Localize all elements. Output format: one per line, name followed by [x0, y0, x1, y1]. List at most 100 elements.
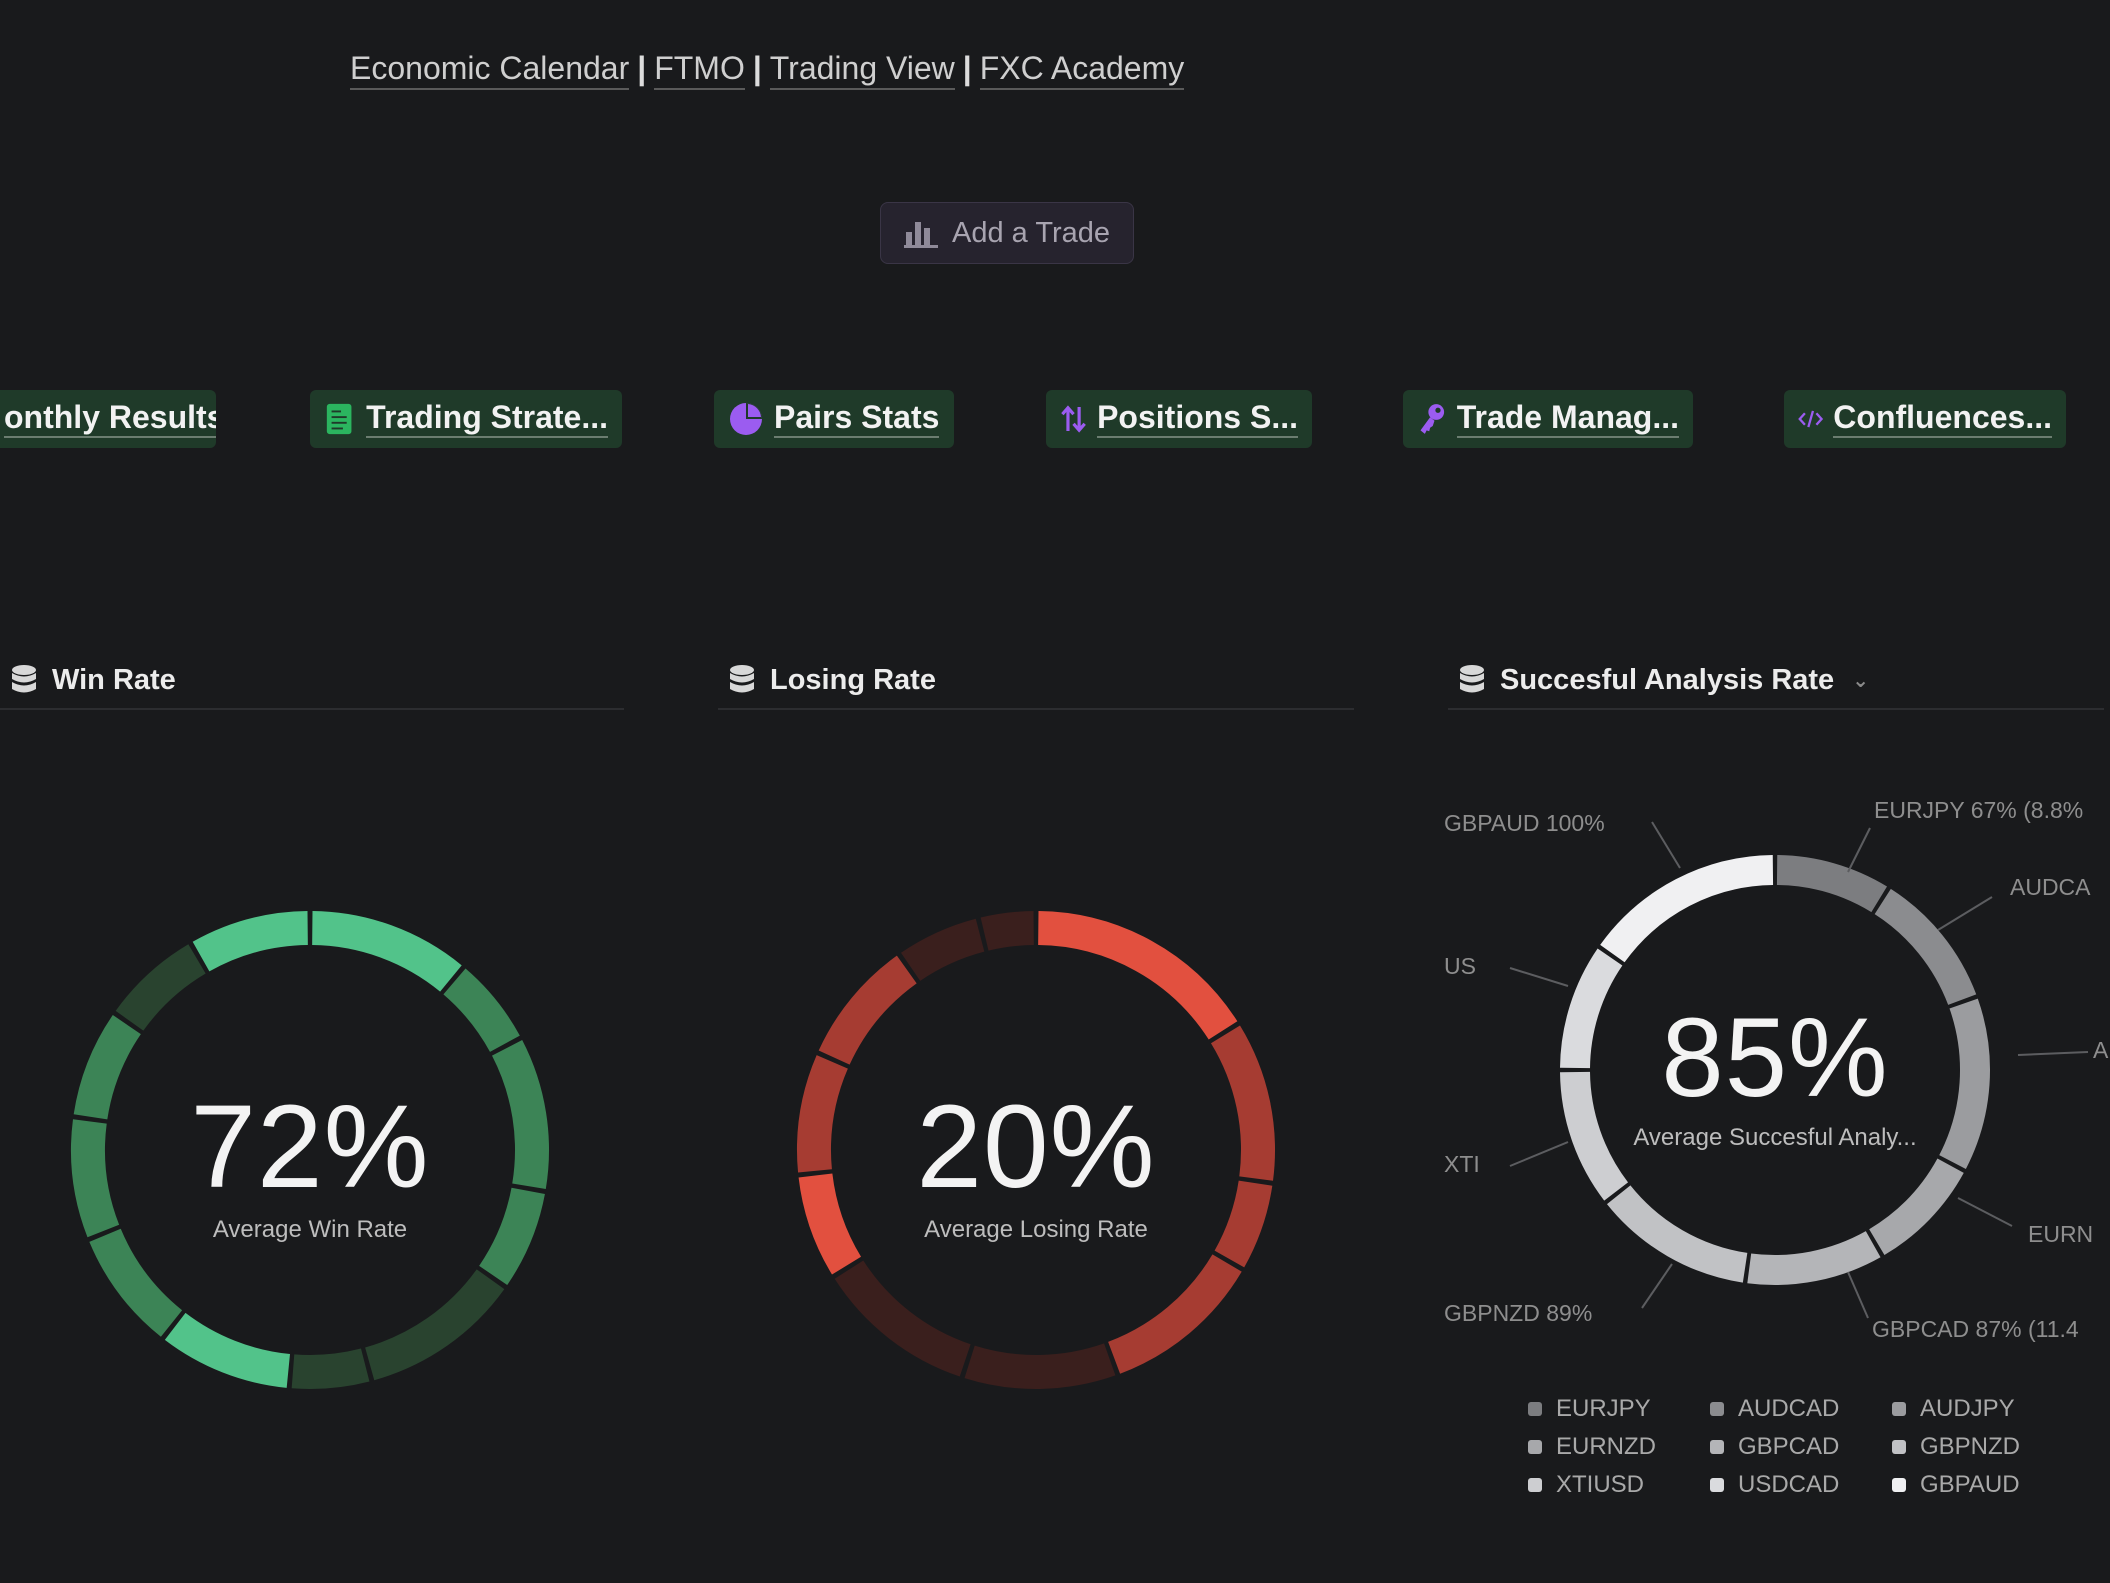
- win-slice: [443, 968, 520, 1053]
- losing-rate-value: 20%: [916, 1081, 1156, 1213]
- win-slice: [89, 1228, 183, 1337]
- legend-label: AUDJPY: [1920, 1395, 2015, 1422]
- legend-item: GBPNZD: [1892, 1433, 2052, 1461]
- analysis-rate-donut: GBPAUD 100% EURJPY 67% (8.8% AUDCA A EURN GBP…: [1444, 797, 2109, 1342]
- legend-item: USDCAD: [1710, 1471, 1892, 1499]
- legend-swatch: [1892, 1402, 1906, 1416]
- legend-item: EURJPY: [1528, 1395, 1710, 1423]
- analysis-rate-center: 85% Average Succesful Analy...: [1580, 1002, 1970, 1152]
- separator: |: [637, 50, 647, 86]
- win-rate-value: 72%: [190, 1081, 430, 1213]
- analysis-rate-subtitle: Average Succesful Analy...: [1633, 1124, 1917, 1151]
- legend-swatch: [1528, 1402, 1542, 1416]
- lose-slice: [1210, 1025, 1275, 1181]
- analysis-rate-chart: GBPAUD 100% EURJPY 67% (8.8% AUDCA A EURN GBP…: [1440, 780, 2110, 1360]
- separator: |: [962, 50, 972, 86]
- analysis-slice: [1560, 1071, 1629, 1201]
- leader-line: [1509, 967, 1569, 987]
- lose-slice: [1214, 1180, 1273, 1268]
- legend-label: EURNZD: [1556, 1433, 1656, 1460]
- slice-label: GBPAUD 100%: [1444, 810, 1605, 836]
- win-rate-header[interactable]: Win Rate: [0, 652, 624, 710]
- legend-swatch: [1892, 1440, 1906, 1454]
- leader-line: [1651, 821, 1681, 869]
- sheet-icon: [326, 403, 352, 435]
- pill-label: Trade Manag...: [1456, 400, 1679, 438]
- slice-label: AUDCA: [2010, 874, 2091, 900]
- link-economic-calendar[interactable]: Economic Calendar: [350, 50, 630, 90]
- legend-label: GBPAUD: [1920, 1471, 2020, 1498]
- bar-chart-icon: [904, 222, 938, 248]
- page-link-positions-size[interactable]: Positions S...: [1046, 390, 1312, 448]
- database-icon: [12, 665, 36, 693]
- lose-slice: [797, 1055, 849, 1173]
- analysis-rate-header[interactable]: Succesful Analysis Rate ⌄: [1448, 652, 2104, 710]
- link-fxc-academy[interactable]: FXC Academy: [979, 50, 1185, 90]
- top-links: Economic Calendar | FTMO | Trading View | FXC …: [350, 50, 1185, 90]
- slice-label: EURJPY 67% (8.8%: [1874, 797, 2083, 823]
- pill-label: Confluences...: [1833, 400, 2052, 438]
- win-slice: [491, 1040, 549, 1190]
- win-slice: [478, 1187, 545, 1286]
- legend-swatch: [1710, 1402, 1724, 1416]
- losing-rate-title: Losing Rate: [770, 663, 936, 696]
- win-slice: [164, 1312, 291, 1388]
- losing-rate-header[interactable]: Losing Rate: [718, 652, 1354, 710]
- lose-slice: [1107, 1254, 1242, 1374]
- pie-chart-icon: [730, 403, 762, 435]
- leader-line: [2017, 1051, 2089, 1056]
- chevron-down-icon[interactable]: ⌄: [1852, 669, 1869, 692]
- win-rate-center: 72% Average Win Rate: [60, 1088, 560, 1244]
- legend-swatch: [1710, 1440, 1724, 1454]
- win-slice: [291, 1348, 370, 1389]
- lose-slice: [798, 1173, 862, 1275]
- leader-line: [1847, 827, 1871, 873]
- win-rate-title: Win Rate: [52, 663, 176, 696]
- key-icon: [1420, 404, 1445, 434]
- page-link-trading-strategy[interactable]: Trading Strate...: [310, 390, 622, 448]
- win-slice: [71, 1119, 120, 1238]
- page-link-trade-management[interactable]: Trade Manag...: [1403, 390, 1693, 448]
- analysis-legend: EURJPY AUDCAD AUDJPY EURNZD GBPCAD GBPNZD XTIU…: [1528, 1395, 2052, 1499]
- database-icon: [1460, 665, 1484, 693]
- slice-label: EURN: [2028, 1221, 2093, 1247]
- analysis-rate-title: Succesful Analysis Rate: [1500, 663, 1835, 696]
- legend-label: AUDCAD: [1738, 1395, 1840, 1422]
- legend-label: XTIUSD: [1556, 1471, 1645, 1498]
- link-trading-view[interactable]: Trading View: [769, 50, 955, 90]
- leader-line: [1847, 1271, 1869, 1319]
- losing-rate-chart: 20% Average Losing Rate: [786, 900, 1286, 1400]
- legend-label: GBPNZD: [1920, 1433, 2021, 1460]
- link-ftmo[interactable]: FTMO: [654, 50, 745, 90]
- code-icon: [1798, 410, 1824, 428]
- lose-slice: [900, 918, 985, 982]
- win-slice: [311, 911, 462, 992]
- up-down-arrows-icon: [1061, 405, 1086, 433]
- database-icon: [730, 665, 754, 693]
- slice-label: US: [1444, 953, 1476, 979]
- leader-line: [1509, 1141, 1569, 1167]
- slice-label: XTI: [1444, 1151, 1480, 1177]
- pill-label: Trading Strate...: [366, 400, 608, 438]
- legend-label: USDCAD: [1738, 1471, 1840, 1498]
- page-link-confluences[interactable]: Confluences...: [1784, 390, 2066, 448]
- win-slice: [192, 911, 309, 972]
- page-link-monthly-results[interactable]: onthly Results: [0, 390, 216, 448]
- add-trade-button[interactable]: Add a Trade: [880, 202, 1134, 264]
- analysis-slice: [1747, 1231, 1881, 1285]
- legend-item: AUDJPY: [1892, 1395, 2052, 1423]
- win-rate-subtitle: Average Win Rate: [212, 1216, 408, 1243]
- legend-item: GBPCAD: [1710, 1433, 1892, 1461]
- win-slice: [73, 1014, 142, 1120]
- legend-swatch: [1528, 1478, 1542, 1492]
- legend-item: XTIUSD: [1528, 1471, 1710, 1499]
- legend-swatch: [1892, 1478, 1906, 1492]
- analysis-slice: [1600, 855, 1774, 963]
- page-link-pairs-stats[interactable]: Pairs Stats: [714, 390, 954, 448]
- legend-item: EURNZD: [1528, 1433, 1710, 1461]
- slice-label: A: [2093, 1037, 2109, 1063]
- legend-label: EURJPY: [1556, 1395, 1651, 1422]
- lose-slice: [964, 1343, 1116, 1389]
- win-slice: [115, 944, 206, 1031]
